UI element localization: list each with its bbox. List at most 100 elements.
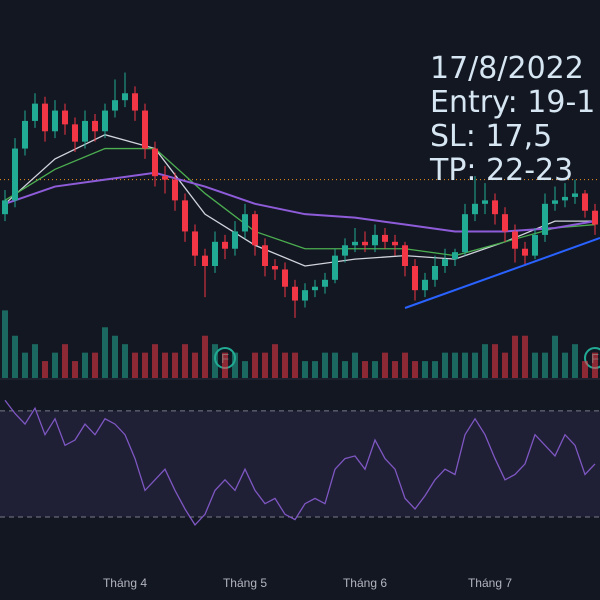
volume-bar: [472, 352, 478, 378]
candle-body: [72, 124, 78, 142]
candle-body: [442, 259, 448, 266]
candle-body: [192, 231, 198, 256]
volume-bar: [42, 361, 48, 378]
x-tick-label: Tháng 7: [468, 576, 512, 590]
candle-body: [362, 241, 368, 246]
volume-bar: [402, 352, 408, 378]
volume-bar: [262, 352, 268, 378]
candle-body: [292, 286, 298, 301]
candle-body: [152, 148, 158, 177]
volume-bar: [482, 344, 488, 378]
candle-body: [372, 234, 378, 246]
candle-body: [182, 200, 188, 232]
annotation: 17/8/2022: [430, 51, 584, 86]
volume-bar: [142, 352, 148, 378]
volume-bar: [382, 352, 388, 378]
candle-body: [82, 120, 88, 142]
volume-bar: [342, 361, 348, 378]
candle-body: [322, 279, 328, 287]
volume-bar: [122, 344, 128, 378]
volume-bar: [62, 344, 68, 378]
candle-body: [212, 241, 218, 266]
volume-bar: [452, 352, 458, 378]
candle-body: [402, 245, 408, 266]
candle-body: [592, 210, 598, 225]
volume-bar: [432, 361, 438, 378]
candle-body: [512, 231, 518, 249]
volume-bar: [502, 352, 508, 378]
rsi-line: [4, 399, 596, 526]
candle-body: [42, 103, 48, 132]
candle-body: [202, 255, 208, 266]
volume-bar: [12, 335, 18, 378]
candle-body: [422, 279, 428, 291]
volume-bar: [522, 335, 528, 378]
candle-body: [502, 214, 508, 232]
candle-body: [582, 193, 588, 211]
candle-body: [552, 200, 558, 204]
candle-body: [522, 248, 528, 256]
volume-bar: [2, 310, 8, 378]
candle-body: [92, 120, 98, 132]
volume-bar: [582, 361, 588, 378]
trend-line: [404, 237, 600, 309]
candle-body: [472, 203, 478, 215]
volume-bar: [112, 335, 118, 378]
volume-bar: [532, 352, 538, 378]
volume-bar: [152, 344, 158, 378]
candle-body: [282, 269, 288, 287]
volume-bar: [282, 352, 288, 378]
volume-bar: [162, 352, 168, 378]
candle-body: [532, 234, 538, 256]
candle-body: [112, 100, 118, 111]
candle-body: [482, 200, 488, 204]
volume-bar: [492, 344, 498, 378]
candle-body: [262, 245, 268, 266]
candle-body: [332, 255, 338, 280]
volume-bar: [332, 352, 338, 378]
volume-bar: [292, 352, 298, 378]
volume-bar: [362, 361, 368, 378]
candle-body: [162, 176, 168, 180]
volume-bar: [242, 361, 248, 378]
volume-bar: [552, 335, 558, 378]
candle-body: [342, 245, 348, 256]
volume-bar: [202, 335, 208, 378]
volume-bar: [352, 352, 358, 378]
candle-body: [252, 214, 258, 246]
x-tick-label: Tháng 6: [343, 576, 387, 590]
candle-body: [492, 200, 498, 215]
volume-bar: [182, 344, 188, 378]
candle-body: [2, 200, 8, 215]
volume-bar: [592, 352, 598, 378]
candle-body: [62, 110, 68, 125]
x-tick-label: Tháng 5: [223, 576, 267, 590]
candle-body: [232, 231, 238, 249]
candle-body: [122, 93, 128, 101]
candle-body: [562, 196, 568, 201]
annotation: TP: 22-23: [429, 153, 573, 188]
candle-body: [172, 179, 178, 201]
volume-bar: [572, 344, 578, 378]
volume-bar: [322, 352, 328, 378]
candle-body: [222, 241, 228, 249]
volume-bar: [212, 344, 218, 378]
volume-bar: [392, 361, 398, 378]
volume-bar: [542, 352, 548, 378]
volume-bar: [32, 344, 38, 378]
candle-body: [12, 148, 18, 201]
candle-body: [52, 110, 58, 132]
candle-body: [132, 93, 138, 111]
volume-bar: [512, 335, 518, 378]
volume-bar: [222, 352, 228, 378]
volume-bar: [312, 361, 318, 378]
volume-bar: [72, 361, 78, 378]
candle-body: [312, 286, 318, 291]
annotation: SL: 17,5: [430, 119, 552, 154]
candle-body: [432, 266, 438, 280]
candle-body: [352, 241, 358, 246]
volume-bar: [272, 344, 278, 378]
candle-body: [102, 110, 108, 132]
